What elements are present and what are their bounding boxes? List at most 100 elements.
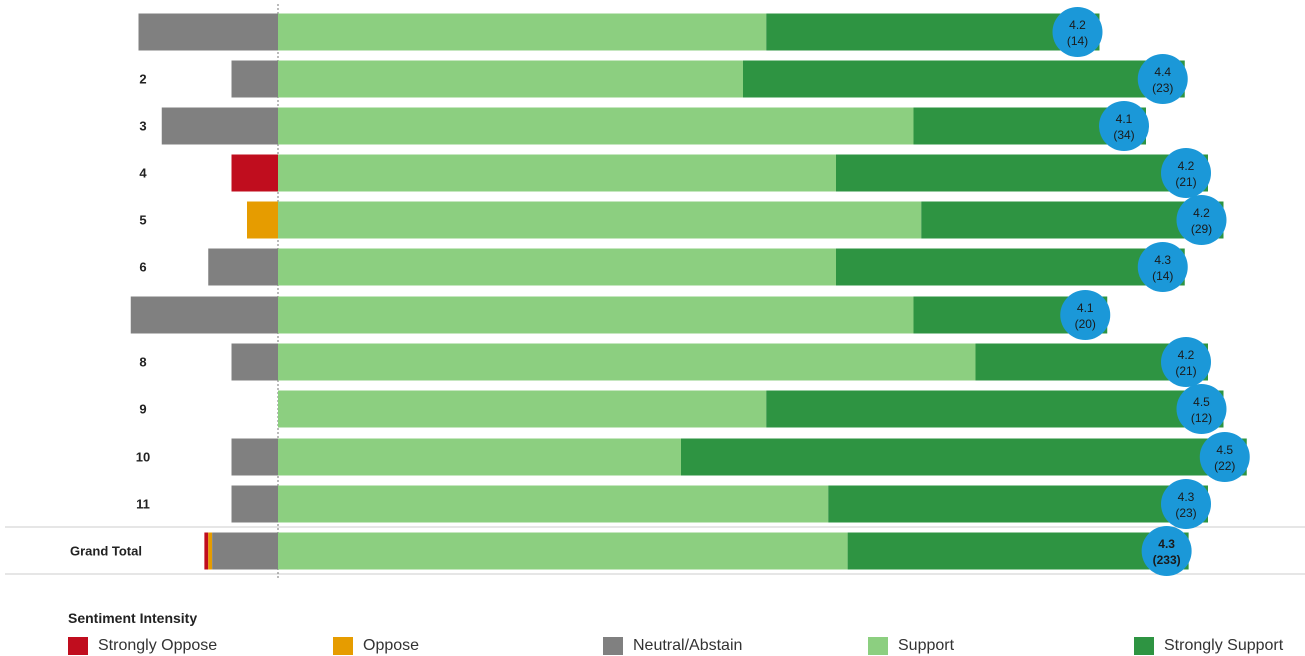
row-label-5: 5 — [139, 213, 146, 228]
bar-strongly-support-row-grand-total — [847, 532, 1189, 570]
rating-count: (20) — [1075, 317, 1096, 331]
bar-neutral-abstain-row-10 — [231, 438, 278, 476]
bar-support-row-1 — [278, 13, 767, 51]
rating-score: 4.2 — [1178, 159, 1195, 173]
bar-support-row-11 — [278, 485, 829, 523]
support-swatch-icon — [868, 637, 888, 655]
bar-oppose-row-5 — [247, 201, 278, 239]
bar-support-row-10 — [278, 438, 681, 476]
bar-support-row-5 — [278, 201, 922, 239]
rating-bubble-row-grand-total: 4.3 (233) — [1141, 526, 1192, 576]
rating-score: 4.5 — [1216, 443, 1233, 457]
rating-score: 4.2 — [1193, 206, 1210, 220]
bar-strongly-support-row-5 — [921, 201, 1224, 239]
legend-item-support: Support — [868, 636, 954, 656]
bar-oppose-row-grand-total — [208, 532, 213, 570]
bar-neutral-abstain-row-6 — [208, 248, 278, 286]
bar-strongly-support-row-2 — [743, 60, 1185, 98]
row-label-9: 9 — [139, 402, 146, 417]
bar-support-row-8 — [278, 343, 976, 381]
rating-bubble-row-3: 4.1 (34) — [1099, 101, 1149, 151]
bar-neutral-abstain-row-8 — [231, 343, 278, 381]
bar-neutral-abstain-row-1 — [138, 13, 278, 51]
rating-bubble-row-8: 4.2 (21) — [1161, 337, 1211, 387]
rating-bubble-row-11: 4.3 (23) — [1161, 479, 1211, 529]
diverging-stacked-bar-chart: 1234567891011Grand Total 4.2(14)4.4(23)4… — [5, 4, 1305, 578]
bar-neutral-abstain-row-7 — [130, 296, 278, 334]
legend-label: Neutral/Abstain — [633, 637, 743, 654]
rating-bubble-circle — [1137, 242, 1188, 292]
rating-bubble-row-4: 4.2 (21) — [1161, 148, 1211, 198]
strongly-oppose-swatch-icon — [68, 637, 88, 655]
legend: Sentiment Intensity Strongly Oppose Oppo… — [68, 608, 1300, 655]
rating-count: (12) — [1191, 411, 1212, 425]
bar-neutral-abstain-row-2 — [231, 60, 278, 98]
bar-strongly-support-row-9 — [766, 390, 1224, 428]
rating-score: 4.2 — [1069, 18, 1086, 32]
neutral-abstain-swatch-icon — [603, 637, 623, 655]
rating-bubble-row-10: 4.5 (22) — [1199, 432, 1250, 482]
bar-neutral-abstain-row-grand-total — [212, 532, 278, 570]
legend-items: Strongly Oppose Oppose Neutral/Abstain S… — [68, 636, 1300, 656]
legend-label: Strongly Oppose — [98, 637, 218, 654]
rating-score: 4.3 — [1178, 490, 1195, 504]
legend-item-strongly-support: Strongly Support — [1134, 636, 1283, 656]
bar-support-row-4 — [278, 154, 836, 192]
legend-item-neutral-abstain: Neutral/Abstain — [603, 636, 742, 656]
row-labels: 1234567891011Grand Total — [70, 25, 150, 559]
bar-neutral-abstain-row-11 — [231, 485, 278, 523]
rating-count: (23) — [1175, 506, 1196, 520]
bar-support-row-grand-total — [278, 532, 848, 570]
rating-bubble-circle — [1137, 54, 1188, 104]
row-label-3: 3 — [139, 119, 146, 134]
rating-bubble-circle — [1161, 479, 1211, 529]
rating-bubble-circle — [1099, 101, 1149, 151]
legend-title: Sentiment Intensity — [68, 610, 198, 626]
rating-score: 4.3 — [1158, 537, 1175, 551]
rating-score: 4.4 — [1154, 65, 1171, 79]
bar-strongly-support-row-4 — [836, 154, 1208, 192]
rating-score: 4.1 — [1077, 301, 1094, 315]
rating-count: (233) — [1153, 553, 1181, 567]
oppose-swatch-icon — [333, 637, 353, 655]
legend-item-strongly-oppose: Strongly Oppose — [68, 636, 217, 656]
row-label-4: 4 — [139, 166, 147, 181]
row-label-11: 11 — [136, 497, 150, 512]
rating-count: (23) — [1152, 81, 1173, 95]
rating-bubbles: 4.2 (14) 4.4 (23) 4.1 (34) 4.2 (21) 4.2 (29) 4.3 (1… — [1052, 7, 1250, 576]
bar-support-row-9 — [278, 390, 767, 428]
rating-bubble-row-1: 4.2 (14) — [1052, 7, 1103, 57]
rating-bubble-row-7: 4.1 (20) — [1060, 290, 1111, 340]
rating-count: (34) — [1113, 128, 1134, 142]
rating-bubble-circle — [1052, 7, 1103, 57]
legend-label: Oppose — [363, 637, 420, 654]
rating-bubble-circle — [1161, 337, 1211, 387]
row-label-2: 2 — [139, 72, 146, 87]
bar-strongly-support-row-6 — [836, 248, 1185, 286]
rating-bubble-row-5: 4.2 (29) — [1176, 195, 1227, 245]
row-label-8: 8 — [139, 355, 146, 370]
rating-score: 4.2 — [1178, 348, 1195, 362]
legend-label: Support — [898, 637, 955, 654]
bar-strongly-support-row-10 — [681, 438, 1247, 476]
rating-count: (21) — [1175, 175, 1196, 189]
bar-strongly-oppose-row-grand-total — [204, 532, 209, 570]
rating-bubble-row-2: 4.4 (23) — [1137, 54, 1188, 104]
bar-support-row-2 — [278, 60, 743, 98]
legend-item-oppose: Oppose — [333, 636, 419, 656]
rating-bubble-circle — [1141, 526, 1192, 576]
row-label-10: 10 — [136, 450, 150, 465]
row-label-6: 6 — [139, 260, 146, 275]
rating-bubble-circle — [1161, 148, 1211, 198]
rating-bubble-circle — [1060, 290, 1111, 340]
bar-support-row-3 — [278, 107, 914, 145]
rating-bubble-row-6: 4.3 (14) — [1137, 242, 1188, 292]
rating-bubble-circle — [1199, 432, 1250, 482]
rating-score: 4.1 — [1116, 112, 1133, 126]
row-label-grand-total: Grand Total — [70, 544, 142, 559]
bar-strongly-oppose-row-4 — [231, 154, 278, 192]
rating-bubble-circle — [1176, 195, 1227, 245]
bar-support-row-7 — [278, 296, 914, 334]
rating-bubble-row-9: 4.5 (12) — [1176, 384, 1227, 434]
rating-count: (29) — [1191, 222, 1212, 236]
